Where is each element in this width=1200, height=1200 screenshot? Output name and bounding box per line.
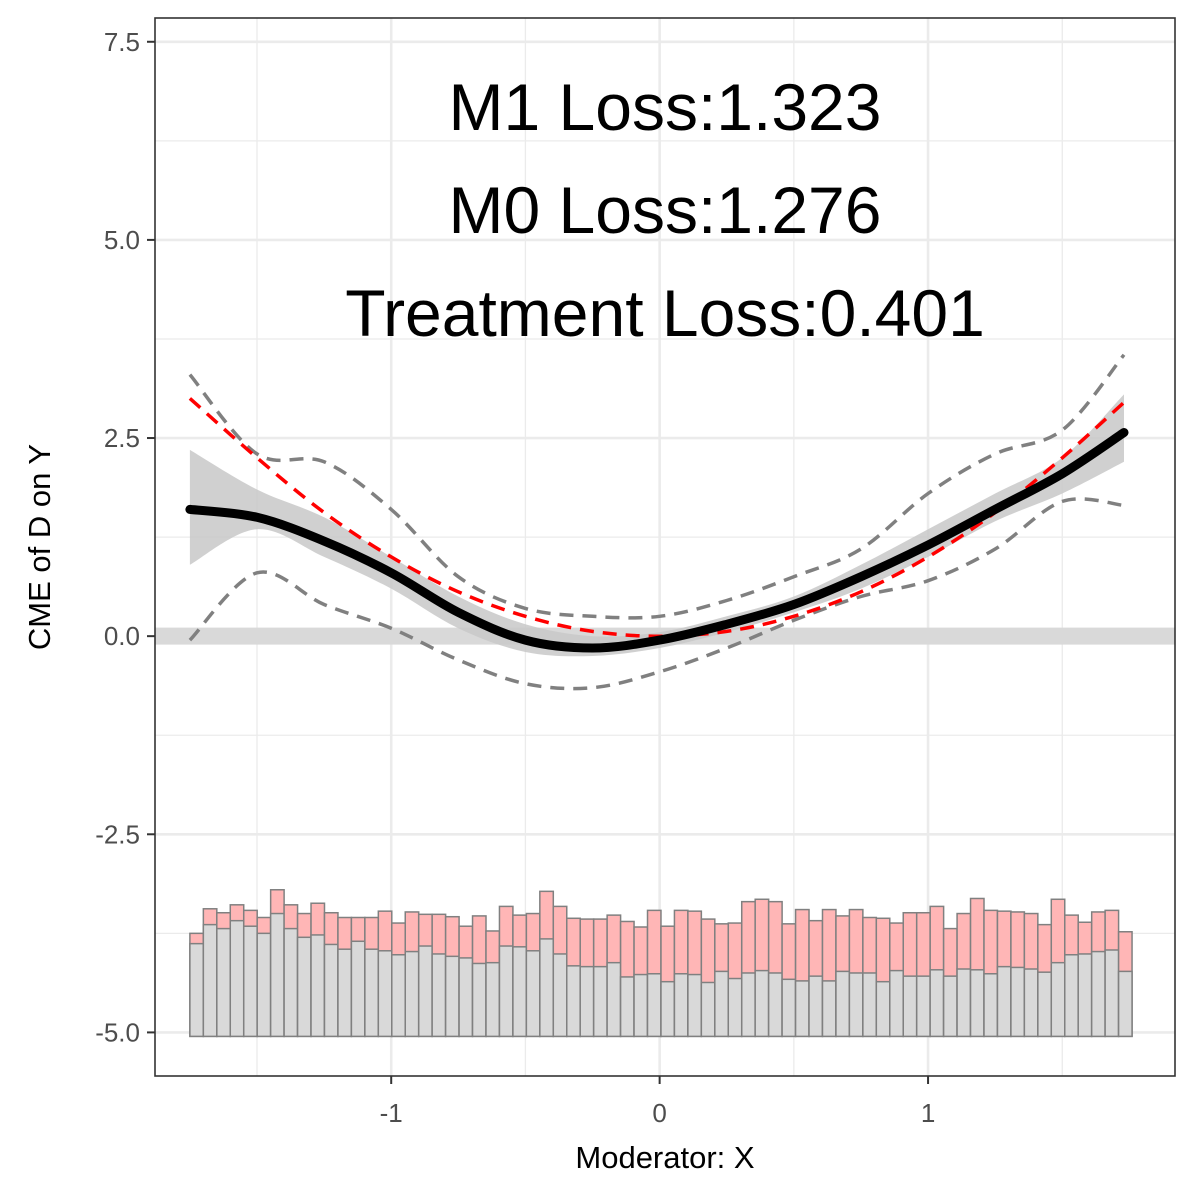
y-axis-title: CME of D on Y <box>22 444 57 650</box>
histogram-bar-control <box>216 927 232 1038</box>
histogram-bar-control <box>983 973 999 1038</box>
histogram-bar-control <box>566 965 581 1038</box>
histogram-bar-control <box>1090 950 1106 1038</box>
histogram-bar-control <box>364 948 380 1038</box>
histogram-bar-control <box>444 955 460 1038</box>
annotation-m0-loss: M0 Loss:1.276 <box>449 173 882 247</box>
histogram-bar-control <box>539 938 555 1038</box>
histogram-bar-control <box>875 980 891 1038</box>
histogram-bar-control <box>391 953 406 1038</box>
histogram-bar-control <box>808 975 824 1038</box>
y-tick-label: -2.5 <box>95 819 140 849</box>
histogram-bar-control <box>1077 953 1093 1038</box>
histogram-bar-control <box>256 932 272 1038</box>
y-tick-label: 5.0 <box>104 225 140 255</box>
histogram-bar-control <box>592 965 608 1038</box>
histogram-bar-control <box>687 973 703 1038</box>
histogram-bar-control <box>942 975 958 1038</box>
histogram-bar-control <box>835 970 851 1038</box>
histogram-bar-control <box>727 977 743 1038</box>
histogram-bar-control <box>417 945 433 1038</box>
x-tick-label: 0 <box>652 1098 666 1128</box>
histogram <box>189 889 1133 1038</box>
histogram-bar-control <box>1064 953 1079 1038</box>
histogram-bar-control <box>1023 968 1039 1038</box>
histogram-bar-control <box>283 927 299 1038</box>
histogram-bar-control <box>673 973 689 1038</box>
histogram-bar-control <box>189 942 205 1038</box>
histogram-bar-control <box>781 978 797 1038</box>
histogram-bar-control <box>969 969 985 1038</box>
annotation-m1-loss: M1 Loss:1.323 <box>449 70 882 144</box>
histogram-bar-control <box>646 973 662 1038</box>
y-axis-ticks: -5.0 -2.5 0.0 2.5 5.0 7.5 <box>95 27 140 1048</box>
histogram-bar-control <box>485 961 501 1038</box>
histogram-bar-control <box>929 969 945 1038</box>
histogram-bar-control <box>1010 966 1026 1038</box>
y-tick-label: 7.5 <box>104 27 140 57</box>
histogram-bar-control <box>269 912 285 1038</box>
histogram-bar-control <box>512 946 528 1038</box>
x-tick-label: -1 <box>380 1098 403 1128</box>
histogram-bar-control <box>740 972 756 1038</box>
histogram-bar-control <box>1050 961 1066 1038</box>
histogram-bar-control <box>552 953 568 1038</box>
histogram-bar-control <box>404 950 420 1038</box>
x-axis-ticks: -1 0 1 <box>380 1098 936 1128</box>
histogram-bar-control <box>242 925 258 1038</box>
histogram-bar-control <box>956 968 972 1038</box>
histogram-bar-control <box>848 972 864 1038</box>
histogram-bar-control <box>754 969 770 1038</box>
histogram-bar-control <box>431 953 447 1038</box>
histogram-bar-control <box>660 980 676 1038</box>
histogram-bar-control <box>889 969 904 1038</box>
histogram-bar-control <box>579 965 595 1038</box>
histogram-bar-control <box>296 936 312 1038</box>
y-tick-label: 0.0 <box>104 621 140 651</box>
histogram-bar-control <box>1037 971 1053 1038</box>
histogram-bar-control <box>458 957 474 1038</box>
annotation-treatment-loss: Treatment Loss:0.401 <box>345 276 985 350</box>
histogram-bar-control <box>821 980 837 1038</box>
upper-bound-line <box>188 353 1126 620</box>
histogram-bar-control <box>377 950 393 1038</box>
histogram-bar-control <box>1104 949 1120 1038</box>
histogram-bar-control <box>619 976 635 1038</box>
histogram-bar-control <box>323 943 339 1038</box>
x-axis-title: Moderator: X <box>575 1140 755 1175</box>
histogram-bar-control <box>1117 970 1133 1038</box>
histogram-bar-control <box>202 923 218 1038</box>
histogram-bar-control <box>633 973 649 1038</box>
histogram-bar-control <box>471 962 487 1038</box>
histogram-bar-control <box>862 972 878 1038</box>
histogram-bar-control <box>229 919 245 1038</box>
histogram-bar-control <box>902 975 918 1038</box>
estimated-cme-line <box>185 428 1129 653</box>
annotations: M1 Loss:1.323 M0 Loss:1.276 Treatment Lo… <box>345 70 985 350</box>
histogram-bar-control <box>498 945 514 1038</box>
histogram-bar-control <box>310 934 326 1038</box>
y-tick-label: 2.5 <box>104 423 140 453</box>
histogram-bar-control <box>337 948 353 1038</box>
y-tick-label: -5.0 <box>95 1017 140 1047</box>
axes: -1 0 1 -5.0 -2.5 0.0 2.5 5.0 7.5 Moderat… <box>22 27 935 1175</box>
histogram-bar-control <box>700 981 716 1038</box>
histogram-bar-control <box>794 980 810 1038</box>
histogram-bar-control <box>767 972 783 1038</box>
panel-border <box>154 17 1176 1077</box>
histogram-bar-control <box>915 975 931 1038</box>
histogram-bar-control <box>525 950 541 1038</box>
x-tick-label: 1 <box>921 1098 935 1128</box>
lines-layer <box>185 353 1129 691</box>
histogram-bar-control <box>350 940 366 1038</box>
histogram-bar-control <box>996 965 1012 1038</box>
histogram-bar-control <box>714 970 730 1038</box>
histogram-bar-control <box>606 961 622 1038</box>
